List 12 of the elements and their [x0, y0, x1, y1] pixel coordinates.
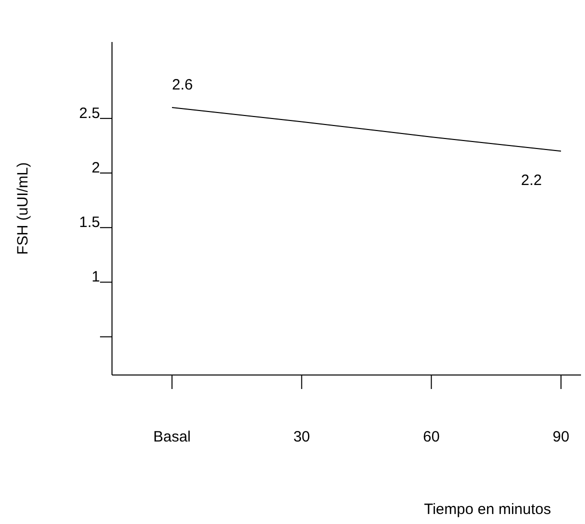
x-tick-label: 90: [552, 428, 570, 446]
y-tick-label: 1.5: [79, 214, 100, 231]
x-tick-label: 60: [422, 428, 440, 446]
x-tick-label: Basal: [153, 428, 191, 446]
y-tick-label: 2.5: [79, 104, 100, 122]
y-axis-title: FSH (uUI/mL): [14, 162, 32, 255]
data-label: 2.6: [172, 76, 193, 94]
y-tick-label: 2: [92, 159, 100, 176]
data-label: 2.2: [521, 172, 542, 190]
y-tick-label: 1: [92, 268, 100, 286]
x-tick-label: 30: [293, 428, 310, 446]
x-axis-title: Tiempo en minutos: [424, 501, 551, 518]
